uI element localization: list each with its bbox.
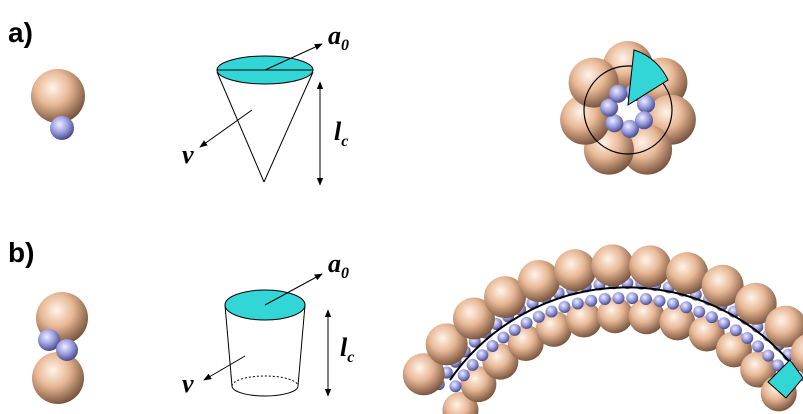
surfactant-single-tail <box>31 69 85 140</box>
area-symbol: a <box>328 249 341 278</box>
tail <box>741 332 753 344</box>
tail <box>467 359 479 371</box>
tail <box>706 311 718 323</box>
tail <box>605 114 623 132</box>
tail <box>693 306 705 318</box>
tail <box>486 340 498 352</box>
tail <box>612 292 624 304</box>
tail <box>458 369 470 381</box>
tail <box>730 324 742 336</box>
panel-label: a) <box>8 17 33 48</box>
cylinder <box>204 274 328 396</box>
volume-label: v <box>182 140 194 169</box>
tail <box>572 297 584 309</box>
head <box>591 244 633 286</box>
tail <box>626 292 638 304</box>
area-subscript: 0 <box>341 37 349 54</box>
tail <box>654 295 666 307</box>
tail <box>497 332 509 344</box>
tail <box>599 293 611 305</box>
tail <box>545 305 557 317</box>
area-label: a0 <box>328 21 349 54</box>
tail <box>718 317 730 329</box>
tail <box>680 301 692 313</box>
tail <box>752 340 764 352</box>
figure: a) a0 v lc b) a0 v lc <box>0 0 803 414</box>
cone <box>200 44 322 185</box>
panel-label: b) <box>8 237 34 268</box>
head <box>566 302 602 338</box>
length-label: lc <box>340 333 354 366</box>
tail <box>533 311 545 323</box>
tail <box>476 349 488 361</box>
volume-label: v <box>182 369 194 398</box>
area-symbol: a <box>328 21 341 50</box>
length-subscript: c <box>347 349 354 366</box>
tail <box>521 317 533 329</box>
head <box>629 245 671 287</box>
tail <box>509 324 521 336</box>
length-label: lc <box>334 117 348 150</box>
tail <box>585 295 597 307</box>
area-subscript: 0 <box>341 265 349 282</box>
tail <box>609 85 627 103</box>
bilayer <box>403 244 803 414</box>
length-subscript: c <box>341 133 348 150</box>
spherical-micelle <box>560 41 696 175</box>
tail <box>558 301 570 313</box>
head <box>554 249 596 291</box>
surfactant-double-tail <box>32 292 88 404</box>
head <box>518 260 560 302</box>
tail <box>621 120 639 138</box>
tail <box>640 293 652 305</box>
tail <box>762 350 774 362</box>
tail <box>667 298 679 310</box>
tail <box>449 380 461 392</box>
area-label: a0 <box>328 249 349 282</box>
